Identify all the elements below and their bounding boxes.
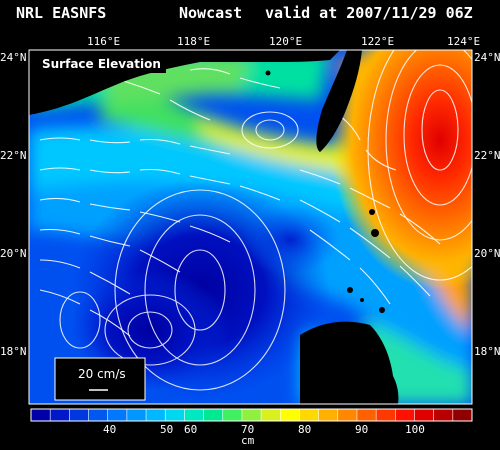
cbar-tick-100: 100 bbox=[405, 423, 425, 436]
speed-legend-label: 20 cm/s bbox=[78, 367, 126, 381]
colorbar-swatch bbox=[414, 409, 435, 421]
colorbar-swatch bbox=[337, 409, 358, 421]
field-label: Surface Elevation bbox=[42, 57, 161, 71]
lat-tick-24-right: 24°N bbox=[474, 51, 500, 64]
colorbar-swatch bbox=[222, 409, 243, 421]
cbar-tick-90: 90 bbox=[355, 423, 369, 436]
colorbar-swatch bbox=[299, 409, 320, 421]
colorbar-swatch bbox=[88, 409, 109, 421]
colorbar-swatch bbox=[107, 409, 128, 421]
cbar-tick-40: 40 bbox=[103, 423, 117, 436]
colorbar-swatch bbox=[126, 409, 147, 421]
colorbar-swatch bbox=[433, 409, 454, 421]
speed-legend-box bbox=[54, 357, 146, 401]
field-label-box bbox=[33, 55, 166, 73]
colorbar bbox=[31, 409, 473, 421]
lat-tick-22-left: 22°N bbox=[0, 149, 27, 162]
cbar-tick-50: 50 bbox=[160, 423, 174, 436]
colorbar-swatch bbox=[165, 409, 185, 421]
lon-tick-124: 124°E bbox=[447, 35, 481, 48]
lat-tick-18-right: 18°N bbox=[474, 345, 500, 358]
colorbar-swatch bbox=[318, 409, 339, 421]
colorbar-swatch bbox=[376, 409, 396, 421]
lat-tick-24-left: 24°N bbox=[0, 51, 27, 64]
colorbar-swatch bbox=[69, 409, 90, 421]
colorbar-swatch bbox=[280, 409, 300, 421]
colorbar-swatch bbox=[31, 409, 51, 421]
colorbar-swatch bbox=[395, 409, 415, 421]
colorbar-swatch bbox=[146, 409, 166, 421]
lat-tick-22-right: 22°N bbox=[474, 149, 500, 162]
lon-tick-118: 118°E bbox=[177, 35, 211, 48]
colorbar-swatch bbox=[452, 409, 473, 421]
valid-time: valid at 2007/11/29 06Z bbox=[265, 4, 473, 22]
cbar-tick-70: 70 bbox=[241, 423, 255, 436]
product-title: Nowcast bbox=[179, 4, 243, 22]
cbar-unit: cm bbox=[241, 434, 255, 447]
colorbar-swatch bbox=[203, 409, 224, 421]
lat-tick-18-left: 18°N bbox=[0, 345, 27, 358]
colorbar-swatch bbox=[50, 409, 70, 421]
lat-tick-20-left: 20°N bbox=[0, 247, 27, 260]
cbar-tick-60: 60 bbox=[184, 423, 198, 436]
cbar-tick-80: 80 bbox=[298, 423, 312, 436]
lon-tick-122: 122°E bbox=[361, 35, 395, 48]
colorbar-swatch bbox=[241, 409, 262, 421]
colorbar-swatch bbox=[261, 409, 281, 421]
colorbar-swatch bbox=[184, 409, 205, 421]
lon-tick-116: 116°E bbox=[87, 35, 121, 48]
colorbar-swatch bbox=[356, 409, 377, 421]
lon-tick-120: 120°E bbox=[269, 35, 303, 48]
lat-tick-20-right: 20°N bbox=[474, 247, 500, 260]
model-title: NRL EASNFS bbox=[16, 4, 107, 22]
